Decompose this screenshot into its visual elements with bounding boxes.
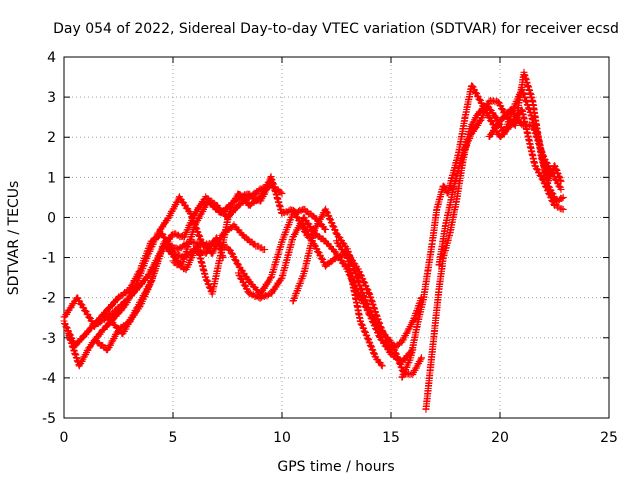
x-tick-label: 10 [273, 430, 291, 446]
marker-points [333, 237, 386, 370]
marker-points [485, 106, 565, 193]
y-tick-label: -5 [42, 411, 56, 427]
x-tick-label: 20 [491, 430, 509, 446]
series-sat-track-6 [169, 173, 312, 298]
marker-points [169, 173, 312, 298]
x-axis-label: GPS time / hours [277, 459, 394, 475]
data-marks [60, 68, 567, 413]
marker-points [435, 68, 565, 269]
y-tick-label: 3 [47, 90, 56, 106]
series-sat-track-9 [300, 221, 425, 354]
x-tick-label: 15 [382, 430, 400, 446]
y-tick-label: -2 [42, 291, 56, 307]
y-tick-label: 0 [47, 210, 56, 226]
x-tick-label: 5 [169, 430, 178, 446]
series-sat-track-13 [435, 68, 565, 269]
y-tick-label: 2 [47, 130, 56, 146]
y-tick-label: -3 [42, 331, 56, 347]
tick-labels: 0 5 10 15 20 25 -5 -4 -3 -2 -1 0 1 2 3 4 [42, 50, 618, 446]
marker-points [398, 82, 567, 381]
series-sat-track-10 [333, 237, 386, 370]
series-sat-track-11 [398, 82, 567, 381]
y-tick-label: 1 [47, 170, 56, 186]
plot-frame [63, 56, 610, 419]
y-tick-label: 4 [47, 50, 56, 66]
x-tick-label: 25 [600, 430, 618, 446]
marker-points [300, 221, 425, 354]
x-tick-label: 0 [60, 430, 69, 446]
y-axis-label: SDTVAR / TECUs [6, 181, 22, 296]
axis-ticks [63, 56, 610, 419]
y-tick-label: -1 [42, 251, 56, 267]
y-tick-label: -4 [42, 371, 56, 387]
series-sat-track-14 [485, 106, 565, 193]
chart-title: Day 054 of 2022, Sidereal Day-to-day VTE… [53, 21, 619, 37]
